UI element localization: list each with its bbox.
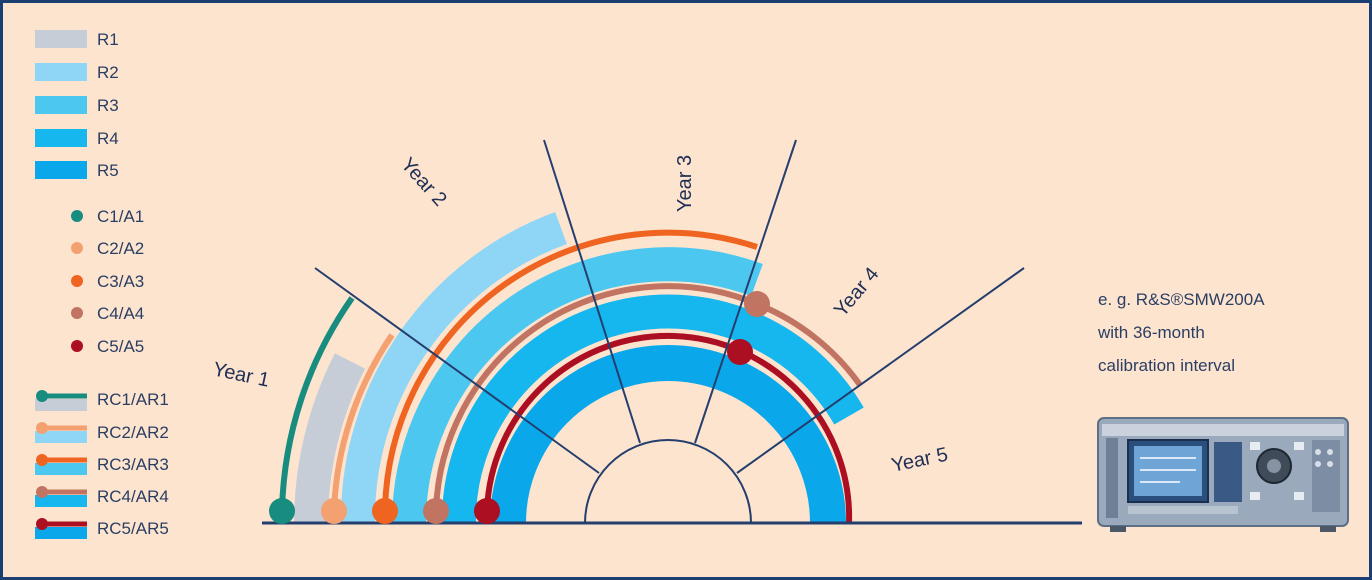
dot-c5-mid bbox=[727, 339, 753, 365]
band-r3 bbox=[392, 247, 763, 524]
year-label-4: Year 4 bbox=[830, 263, 884, 321]
legend-label-c4: C4/A4 bbox=[97, 304, 144, 323]
year-dividers bbox=[314, 139, 1025, 474]
year-label-2: Year 2 bbox=[396, 154, 451, 211]
band-r1 bbox=[294, 353, 366, 524]
calibration-dots bbox=[269, 291, 770, 524]
legend-label-c2: C2/A2 bbox=[97, 239, 144, 258]
signal-generator-image bbox=[1097, 417, 1349, 532]
band-r4 bbox=[441, 294, 864, 524]
legend-dot-c1 bbox=[71, 210, 83, 222]
calibration-arcs bbox=[279, 229, 863, 524]
legend-dots: C1/A1 C2/A2 C3/A3 C4/A4 C5/A5 bbox=[71, 207, 144, 356]
legend-dot-c4 bbox=[71, 307, 83, 319]
year-label-1: Year 1 bbox=[211, 358, 271, 391]
legend-label-r1: R1 bbox=[97, 30, 119, 49]
legend-label-rc4: RC4/AR4 bbox=[97, 487, 169, 506]
note-line-2: with 36-month bbox=[1097, 323, 1205, 342]
legend-label-rc2: RC2/AR2 bbox=[97, 423, 169, 442]
legend-combos: RC1/AR1 RC2/AR2 RC3/AR3 RC4/AR4 RC5/AR5 bbox=[35, 390, 169, 539]
legend-swatch-r2 bbox=[35, 63, 87, 81]
dot-c1-start bbox=[269, 498, 295, 524]
dot-c4-start bbox=[423, 498, 449, 524]
legend-label-r4: R4 bbox=[97, 129, 119, 148]
note-line-1: e. g. R&S®SMW200A bbox=[1098, 290, 1265, 309]
arc-c5 bbox=[484, 332, 853, 524]
legend-dot-c2 bbox=[71, 242, 83, 254]
arc-c1 bbox=[279, 296, 355, 512]
band-r5 bbox=[490, 345, 846, 524]
dot-c2-start bbox=[321, 498, 347, 524]
legend-swatch-r3 bbox=[35, 96, 87, 114]
legend-label-c5: C5/A5 bbox=[97, 337, 144, 356]
dot-c3-start bbox=[372, 498, 398, 524]
arc-c4-ext bbox=[755, 301, 863, 387]
divider-2 bbox=[543, 139, 641, 444]
legend-label-rc1: RC1/AR1 bbox=[97, 390, 169, 409]
divider-4 bbox=[736, 267, 1025, 474]
dot-c4-mid bbox=[744, 291, 770, 317]
note-line-3: calibration interval bbox=[1098, 356, 1235, 375]
arc-c4 bbox=[433, 283, 759, 512]
band-r2 bbox=[340, 212, 567, 524]
legend-label-c3: C3/A3 bbox=[97, 272, 144, 291]
divider-1 bbox=[314, 267, 600, 474]
legend-combo-rc1 bbox=[35, 390, 87, 411]
year-label-3: Year 3 bbox=[674, 155, 696, 212]
legend-swatch-r5 bbox=[35, 161, 87, 179]
legend-combo-rc5 bbox=[35, 518, 87, 539]
arc-c2 bbox=[331, 333, 395, 512]
legend-label-r2: R2 bbox=[97, 63, 119, 82]
legend-label-c1: C1/A1 bbox=[97, 207, 144, 226]
dot-c5-start bbox=[474, 498, 500, 524]
divider-3 bbox=[694, 139, 797, 444]
arc-c3 bbox=[382, 229, 758, 512]
inner-semicircle bbox=[584, 439, 752, 524]
legend-dot-c3 bbox=[71, 275, 83, 287]
legend-label-r5: R5 bbox=[97, 161, 119, 180]
year-label-5: Year 5 bbox=[889, 444, 949, 477]
legend-label-r3: R3 bbox=[97, 96, 119, 115]
legend-combo-rc2 bbox=[35, 422, 87, 443]
legend-combo-rc4 bbox=[35, 486, 87, 507]
legend-label-rc5: RC5/AR5 bbox=[97, 519, 169, 538]
ring-bands bbox=[294, 212, 864, 524]
legend-swatch-r1 bbox=[35, 30, 87, 48]
instrument-note: e. g. R&S®SMW200A with 36-month calibrat… bbox=[1097, 290, 1265, 375]
legend-rings: R1 R2 R3 R4 R5 bbox=[35, 30, 119, 180]
legend-combo-rc3 bbox=[35, 454, 87, 475]
legend-dot-c5 bbox=[71, 340, 83, 352]
legend-label-rc3: RC3/AR3 bbox=[97, 455, 169, 474]
legend-swatch-r4 bbox=[35, 129, 87, 147]
